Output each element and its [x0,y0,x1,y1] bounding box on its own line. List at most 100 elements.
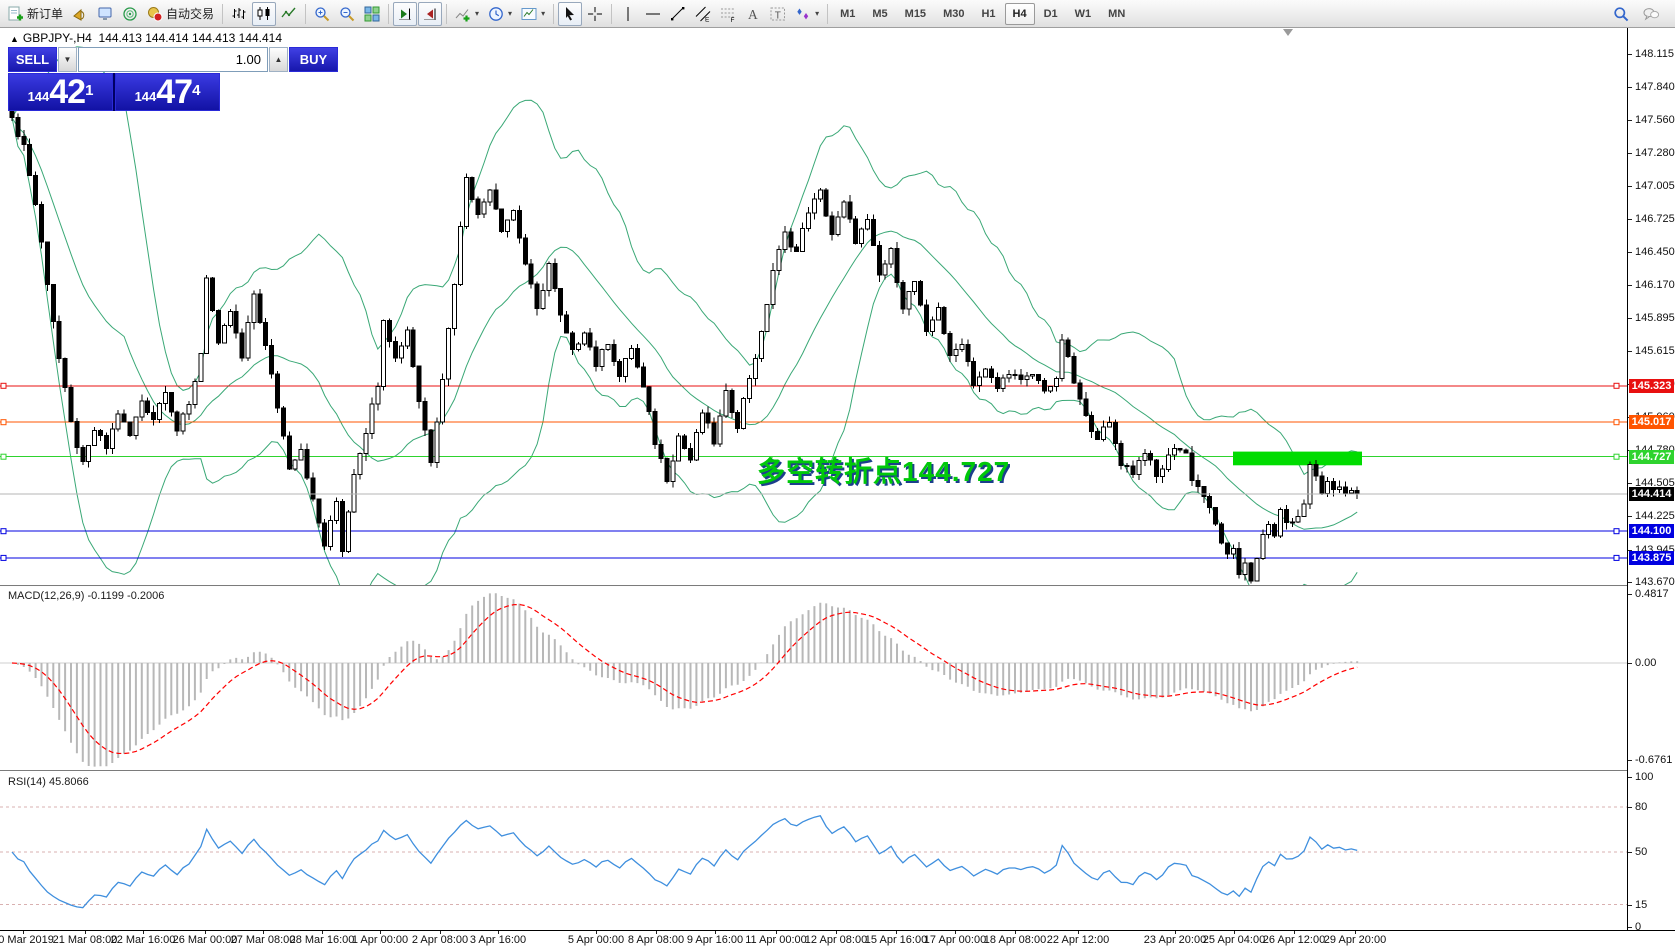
axis-tick [1628,759,1632,761]
volume-increase-button[interactable]: ▲ [269,47,288,72]
volume-input[interactable] [78,47,268,72]
trendline-button[interactable] [666,2,690,26]
vertical-line-button[interactable] [616,2,640,26]
time-axis-label: 26 Mar 00:00 [172,934,238,946]
line-handle[interactable] [0,382,7,389]
macd-label: MACD(12,26,9) -0.1199 -0.2006 [8,590,165,602]
rsi-scale-label: 80 [1635,801,1648,813]
buy-price-big: 47 [156,73,193,111]
autotrading-button[interactable]: 自动交易 [143,2,218,26]
chart-text-annotation[interactable]: 多空转折点144.727 [757,456,1011,487]
axis-tick [1628,219,1632,221]
new-order-button[interactable]: 新订单 [4,2,67,26]
candle-wicks [11,102,1358,584]
text-button[interactable]: A [741,2,765,26]
time-axis-label: 9 Apr 16:00 [686,934,744,946]
rsi-scale-label: 15 [1635,898,1648,911]
timeframe-button-m30[interactable]: M30 [943,7,965,20]
candlestick-chart-button[interactable] [252,1,277,26]
zoom-in-button[interactable] [310,2,334,26]
line-chart-button[interactable] [277,2,301,26]
chart-shift-marker-icon[interactable] [1283,29,1293,36]
templates-icon [521,7,537,20]
zoom-out-button[interactable] [335,2,359,26]
zoom-in-icon [315,6,330,21]
channel-button[interactable]: E [691,2,715,26]
line-handle[interactable] [1613,382,1620,389]
autotrading-button-label: 自动交易 [166,7,215,21]
price-tick-label: 146.170 [1635,279,1675,292]
price-tick-label: 147.560 [1635,113,1675,126]
chart-shift-button[interactable] [418,1,443,26]
time-axis-label: 23 Apr 20:00 [1143,934,1207,946]
bull-candles [86,176,1354,582]
pane-separator[interactable] [0,770,1675,773]
line-handle[interactable] [0,419,7,426]
search-button[interactable] [1609,2,1633,26]
bear-candles [9,107,1360,582]
arrows-button[interactable]: ▾ [791,2,823,26]
alerts-button[interactable] [68,2,92,26]
templates-button[interactable]: ▾ [517,2,549,26]
text-label-button[interactable]: T [766,2,790,26]
price-tick-label: 147.005 [1635,179,1675,192]
periods-button[interactable]: ▾ [484,2,516,26]
macd-scale-label: -0.6761 [1635,753,1673,766]
zoom-out-icon [340,6,355,21]
chat-button[interactable] [1639,2,1663,26]
timeframe-button-mn[interactable]: MN [1108,7,1126,20]
horizontal-line-button[interactable] [641,2,665,26]
line-handle[interactable] [1613,554,1620,561]
sell-button[interactable]: SELL [8,47,57,72]
cursor-button[interactable] [558,1,583,26]
pane-separator[interactable] [0,585,1675,587]
terminal-button[interactable] [93,2,117,26]
crosshair-button[interactable] [583,2,607,26]
rsi-pane[interactable] [0,773,1627,930]
main-chart-pane[interactable] [0,28,1627,585]
highlight-rectangle-object[interactable] [1233,451,1362,466]
axis-tick [1628,549,1632,551]
tile-windows-button[interactable] [360,2,384,26]
buy-price-button[interactable]: 144 47 4 [115,73,220,111]
toolbar-separator [611,3,613,24]
timeframe-button-h1[interactable]: H1 [981,7,996,20]
timeframe-button-h4[interactable]: H4 [1004,2,1035,25]
timeframe-button-m1[interactable]: M1 [840,7,856,20]
price-axis[interactable]: 148.115 147.840 147.560 147.280 147.005 146.7… [1627,28,1675,933]
chat-icon [1643,7,1659,21]
time-axis-tick [955,931,956,934]
sell-price-pip: 1 [85,82,94,99]
axis-tick [1628,86,1632,88]
sell-price-button[interactable]: 144 42 1 [8,73,113,111]
fibonacci-button[interactable]: F [716,2,740,26]
timeframe-button-w1[interactable]: W1 [1074,7,1092,20]
line-handle[interactable] [1613,419,1620,426]
line-handle[interactable] [1613,453,1620,460]
timeframe-button-m5[interactable]: M5 [872,7,888,20]
time-axis-label: 1 Apr 00:00 [351,934,409,946]
rsi-line [11,815,1358,909]
macd-pane[interactable] [0,587,1627,770]
line-handle[interactable] [0,453,7,460]
bar-chart-button[interactable] [227,2,251,26]
line-handle[interactable] [0,528,7,535]
indicators-button[interactable]: ▾ [451,2,483,26]
buy-button[interactable]: BUY [289,47,338,72]
line-handle[interactable] [1613,528,1620,535]
volume-decrease-button[interactable]: ▼ [58,47,77,72]
current-price-chip: 144.414 [1629,486,1674,501]
monitor-icon [98,7,112,20]
chevron-down-icon: ▾ [541,9,546,18]
signals-button[interactable] [118,2,142,26]
timeframe-button-m15[interactable]: M15 [904,7,927,20]
chevron-down-icon: ▾ [508,9,513,18]
time-axis-label: 15 Apr 16:00 [864,934,928,946]
buy-price-pip: 4 [192,82,201,99]
line-handle[interactable] [0,554,7,561]
cursor-icon [566,6,575,20]
timeframe-button-d1[interactable]: D1 [1043,7,1058,20]
autoscroll-button[interactable] [393,1,418,26]
axis-tick [1628,904,1632,906]
